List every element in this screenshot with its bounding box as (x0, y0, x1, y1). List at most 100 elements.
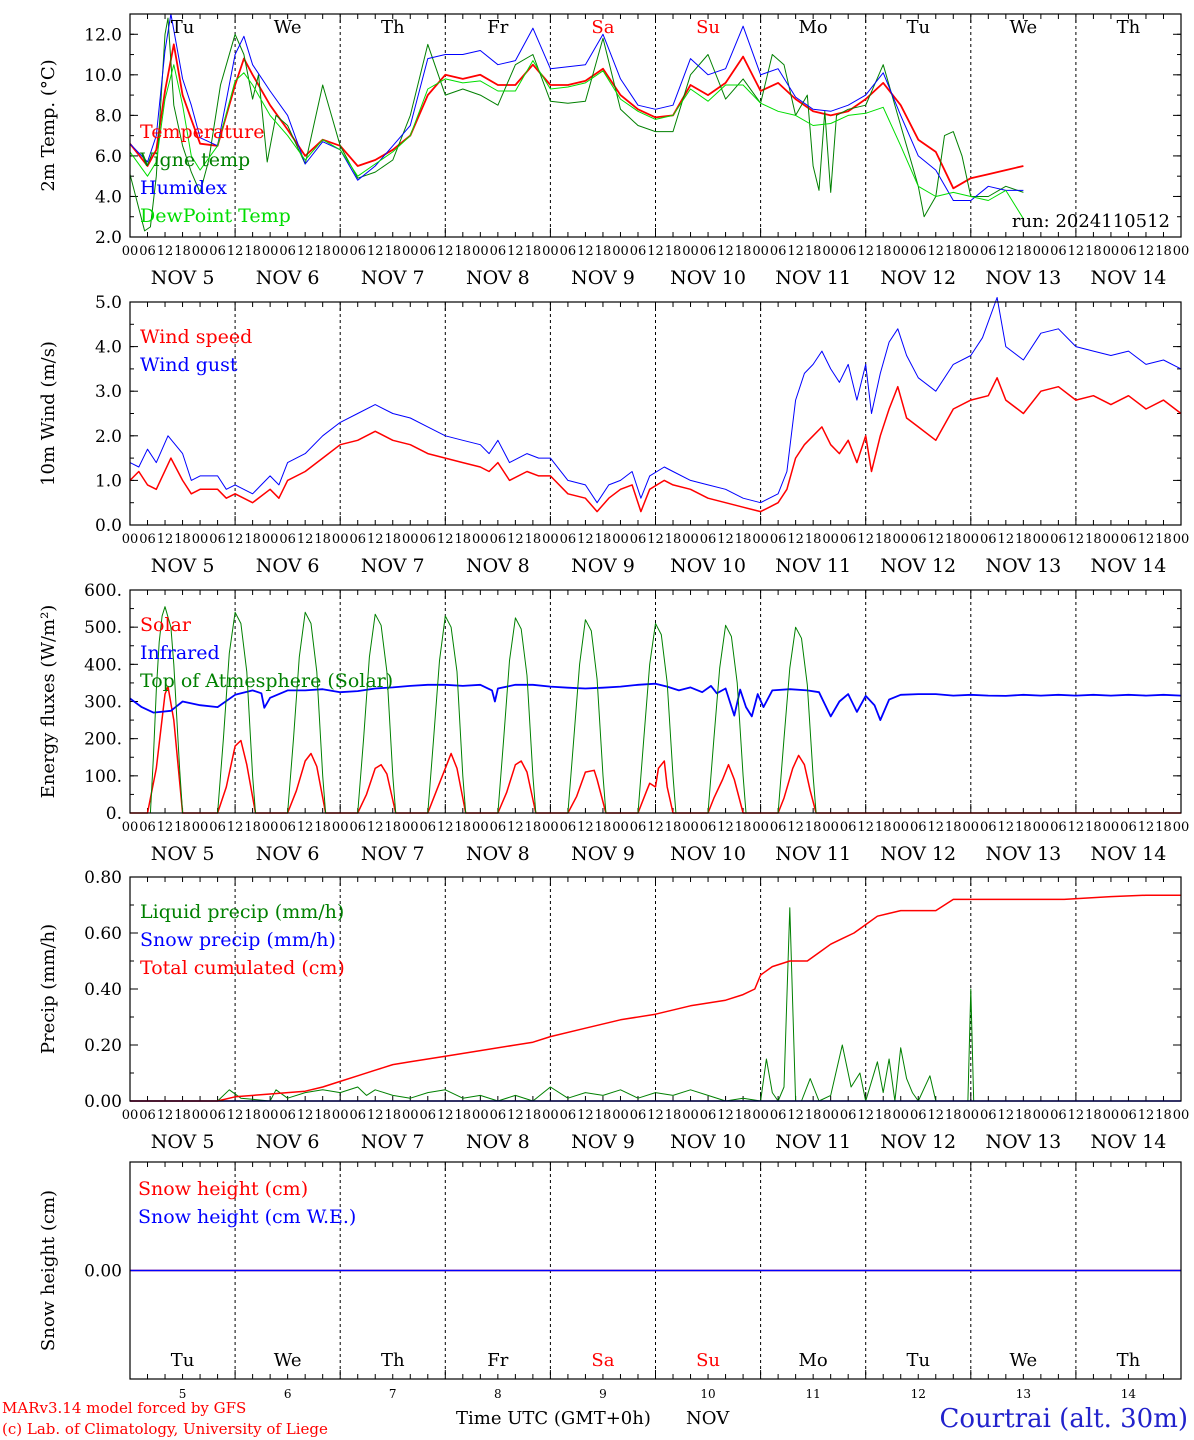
hour-tick-label: 06 (630, 532, 647, 547)
legend-entry: Snow precip (mm/h) (140, 929, 336, 951)
hour-tick-label: 06 (560, 1108, 577, 1123)
hour-tick-label: 12 (1138, 820, 1155, 835)
day-letter-top: Fr (487, 17, 508, 38)
hour-tick-label: 00 (892, 1108, 909, 1123)
hour-tick-label: 06 (1050, 1108, 1067, 1123)
hour-tick-label: 00 (1173, 1108, 1190, 1123)
hour-tick-label: 00 (402, 1108, 419, 1123)
hour-tick-label: 06 (980, 532, 997, 547)
hour-tick-label: 12 (1138, 244, 1155, 259)
day-letter-top: Mo (799, 17, 828, 38)
hour-tick-label: 06 (209, 820, 226, 835)
station-name: Courtrai (alt. 30m) (940, 1404, 1189, 1434)
hour-tick-label: 18 (805, 1108, 822, 1123)
hour-tick-label: 00 (752, 1108, 769, 1123)
hour-tick-label: 12 (857, 244, 874, 259)
hour-tick-label: 18 (455, 820, 472, 835)
date-label: NOV 14 (1091, 267, 1167, 289)
hour-tick-label: 00 (192, 244, 209, 259)
hour-tick-label: 06 (1120, 244, 1137, 259)
hour-tick-label: 18 (1155, 532, 1172, 547)
y-axis-title: 2m Temp. (°C) (38, 59, 59, 191)
hour-tick-label: 06 (139, 1108, 156, 1123)
legend-entry: DewPoint Temp (140, 205, 291, 227)
hour-tick-label: 18 (875, 820, 892, 835)
hour-tick-label: 12 (367, 1108, 384, 1123)
hour-tick-label: 06 (910, 532, 927, 547)
hour-tick-label: 18 (1085, 532, 1102, 547)
hour-tick-label: 06 (840, 532, 857, 547)
hour-tick-label: 18 (1155, 820, 1172, 835)
series-line-total-cumulated-cm (130, 894, 1181, 1102)
hour-tick-label: 18 (1015, 820, 1032, 835)
hour-tick-label: 18 (244, 532, 261, 547)
x-axis-title: Time UTC (GMT+0h) (456, 1408, 651, 1429)
day-letter-bottom: Su (696, 1350, 720, 1371)
hour-tick-label: 00 (1033, 820, 1050, 835)
date-label: NOV 9 (571, 843, 635, 865)
hour-tick-label: 06 (910, 820, 927, 835)
hour-tick-label: 06 (490, 532, 507, 547)
hour-tick-label: 00 (1173, 244, 1190, 259)
date-label: NOV 11 (775, 267, 851, 289)
hour-tick-label: 00 (472, 532, 489, 547)
legend-entry: Vigne temp (139, 149, 250, 171)
plot-frame (129, 876, 1182, 1102)
day-letter-bottom: Tu (171, 1350, 195, 1371)
hour-tick-label: 18 (665, 532, 682, 547)
date-label: NOV 14 (1091, 843, 1167, 865)
plot-frame (129, 301, 1182, 526)
hour-tick-label: 18 (314, 532, 331, 547)
hour-tick-label: 06 (349, 820, 366, 835)
hour-tick-label: 18 (945, 1108, 962, 1123)
hour-tick-label: 00 (1103, 244, 1120, 259)
legend-entry: Solar (140, 614, 192, 636)
hour-tick-label: 12 (998, 532, 1015, 547)
footer-lab-credit: (c) Lab. of Climatology, University of L… (2, 1420, 328, 1438)
hour-tick-label: 00 (1103, 1108, 1120, 1123)
date-label: NOV 5 (151, 555, 215, 577)
hour-tick-label: 12 (297, 244, 314, 259)
hour-tick-label: 00 (262, 244, 279, 259)
date-label: NOV 7 (361, 1131, 425, 1153)
y-tick-label: 12.0 (84, 25, 122, 45)
hour-tick-label: 12 (647, 532, 664, 547)
day-letter-bottom: We (1010, 1350, 1038, 1371)
date-label: NOV 13 (985, 843, 1061, 865)
hour-tick-label: 06 (279, 1108, 296, 1123)
hour-tick-label: 00 (542, 244, 559, 259)
hour-tick-label: 18 (174, 1108, 191, 1123)
hour-tick-label: 12 (157, 820, 174, 835)
hour-tick-label: 00 (1173, 532, 1190, 547)
hour-tick-label: 00 (262, 820, 279, 835)
plot-frame (129, 13, 1182, 238)
hour-tick-label: 00 (752, 820, 769, 835)
hour-tick-label: 18 (665, 820, 682, 835)
hour-tick-label: 18 (875, 244, 892, 259)
date-label: NOV 5 (151, 843, 215, 865)
y-tick-label: 600. (84, 581, 122, 601)
series-line-dewpoint-temp (129, 60, 1024, 220)
day-number: 5 (179, 1387, 187, 1401)
hour-tick-label: 12 (157, 244, 174, 259)
date-label: NOV 7 (361, 267, 425, 289)
hour-tick-label: 12 (787, 820, 804, 835)
hour-tick-label: 12 (647, 820, 664, 835)
y-tick-label: 200. (84, 730, 122, 750)
day-letter-top: Th (381, 17, 405, 38)
date-label: NOV 12 (880, 267, 956, 289)
hour-tick-label: 00 (122, 532, 139, 547)
hour-tick-label: 18 (244, 244, 261, 259)
hour-tick-label: 06 (560, 244, 577, 259)
hour-tick-label: 06 (349, 244, 366, 259)
hour-tick-label: 12 (577, 244, 594, 259)
date-label: NOV 9 (571, 267, 635, 289)
legend-entry: Snow height (cm W.E.) (138, 1206, 356, 1228)
hour-tick-label: 00 (122, 244, 139, 259)
day-number: 10 (700, 1387, 715, 1401)
hour-tick-label: 12 (857, 532, 874, 547)
hour-tick-label: 12 (507, 1108, 524, 1123)
hour-tick-label: 06 (840, 1108, 857, 1123)
hour-tick-label: 00 (402, 820, 419, 835)
hour-tick-label: 18 (595, 820, 612, 835)
